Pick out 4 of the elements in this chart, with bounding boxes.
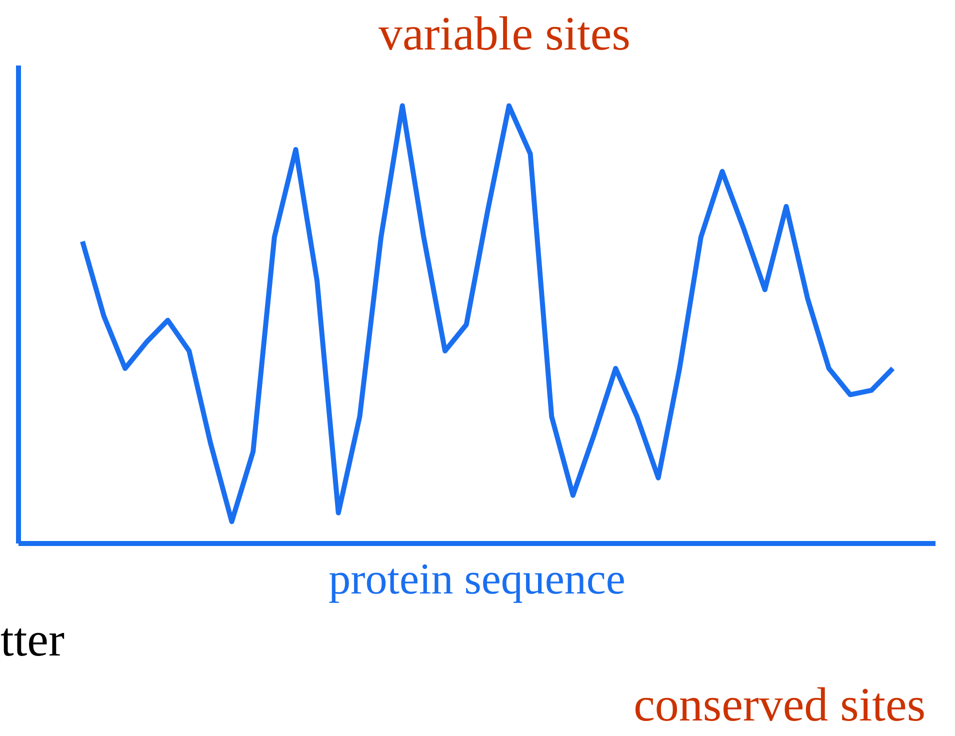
text: tter: [0, 614, 64, 666]
text: conserved sites: [634, 678, 926, 732]
text: variable sites: [378, 8, 630, 60]
x-axis-title: protein sequence: [328, 554, 626, 604]
